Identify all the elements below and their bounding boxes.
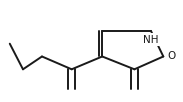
- Text: NH: NH: [143, 35, 159, 45]
- Text: O: O: [167, 52, 176, 62]
